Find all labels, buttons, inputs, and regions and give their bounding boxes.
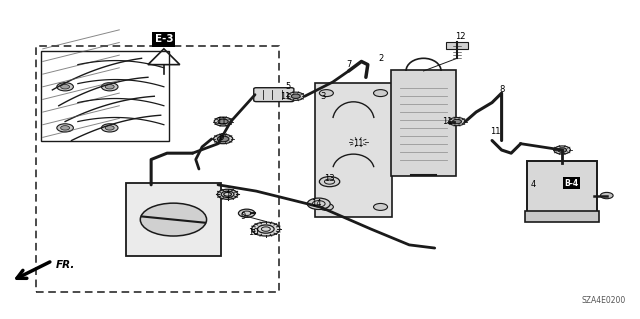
Text: 14: 14 xyxy=(312,199,322,208)
Text: 11: 11 xyxy=(442,117,452,126)
Text: 9: 9 xyxy=(241,212,246,221)
FancyBboxPatch shape xyxy=(253,88,294,102)
Text: FR.: FR. xyxy=(56,260,75,271)
Circle shape xyxy=(61,85,70,89)
Text: 11: 11 xyxy=(490,127,500,136)
Text: B-4: B-4 xyxy=(564,179,579,188)
Circle shape xyxy=(105,126,114,130)
Text: 11: 11 xyxy=(216,117,227,126)
FancyBboxPatch shape xyxy=(392,70,456,176)
Text: 2: 2 xyxy=(378,54,383,63)
Text: 4: 4 xyxy=(531,180,536,189)
Text: 7: 7 xyxy=(346,60,351,69)
Circle shape xyxy=(319,204,333,211)
Circle shape xyxy=(61,126,70,130)
Circle shape xyxy=(218,189,238,199)
Circle shape xyxy=(57,83,74,91)
Text: 1: 1 xyxy=(225,191,230,200)
Text: 6: 6 xyxy=(218,133,224,142)
Text: 8: 8 xyxy=(499,85,504,94)
Text: 10: 10 xyxy=(248,228,259,237)
Circle shape xyxy=(354,140,363,144)
FancyBboxPatch shape xyxy=(525,211,599,222)
Circle shape xyxy=(350,138,367,146)
Circle shape xyxy=(319,177,340,187)
FancyBboxPatch shape xyxy=(446,42,468,49)
Circle shape xyxy=(252,222,280,236)
Text: 11: 11 xyxy=(353,139,364,148)
Circle shape xyxy=(140,203,207,236)
Circle shape xyxy=(218,119,228,124)
Text: 5: 5 xyxy=(285,82,291,91)
Text: 3: 3 xyxy=(321,92,326,101)
Circle shape xyxy=(105,85,114,89)
Polygon shape xyxy=(148,49,180,65)
Text: 11: 11 xyxy=(280,92,290,101)
FancyBboxPatch shape xyxy=(315,83,392,217)
Circle shape xyxy=(600,192,613,199)
Text: E-3: E-3 xyxy=(155,34,173,44)
Circle shape xyxy=(57,124,74,132)
Text: 12: 12 xyxy=(455,32,465,41)
Circle shape xyxy=(214,134,233,144)
Circle shape xyxy=(101,124,118,132)
FancyBboxPatch shape xyxy=(527,161,597,215)
FancyBboxPatch shape xyxy=(125,183,221,256)
Circle shape xyxy=(291,94,300,99)
Text: 13: 13 xyxy=(324,174,335,183)
Circle shape xyxy=(319,90,333,97)
Circle shape xyxy=(557,148,566,152)
Circle shape xyxy=(452,119,461,124)
Circle shape xyxy=(449,117,465,126)
Text: SZA4E0200: SZA4E0200 xyxy=(582,296,626,305)
Circle shape xyxy=(374,90,388,97)
Circle shape xyxy=(374,204,388,211)
Circle shape xyxy=(287,92,304,100)
Circle shape xyxy=(214,117,232,126)
Circle shape xyxy=(218,136,229,142)
Circle shape xyxy=(239,209,255,217)
Circle shape xyxy=(101,83,118,91)
Circle shape xyxy=(554,146,570,154)
Circle shape xyxy=(307,198,330,210)
